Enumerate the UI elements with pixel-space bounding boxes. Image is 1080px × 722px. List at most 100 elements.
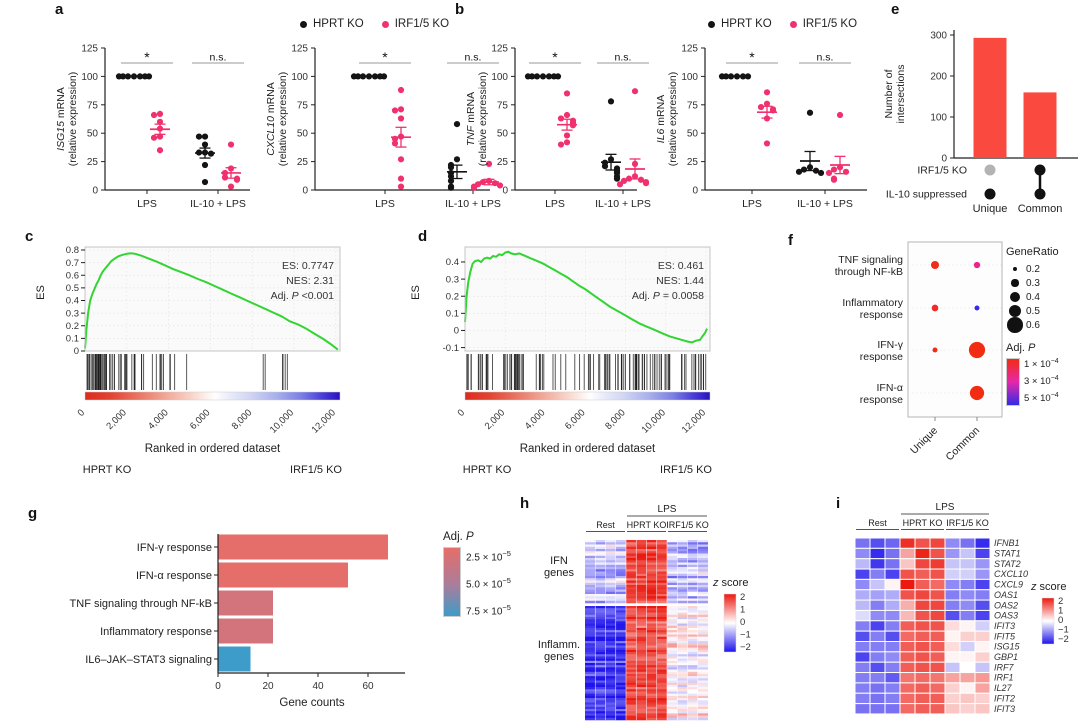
svg-text:Adj. P <0.001: Adj. P <0.001 (271, 290, 335, 302)
legend-a: HPRT KO IRF1/5 KO (300, 18, 449, 30)
svg-text:through NF-kB: through NF-kB (835, 266, 903, 278)
svg-text:6,000: 6,000 (563, 407, 588, 432)
svg-text:200: 200 (930, 72, 947, 83)
svg-text:125: 125 (681, 44, 698, 55)
svg-text:75: 75 (497, 100, 509, 111)
svg-text:STAT2: STAT2 (994, 559, 1021, 569)
svg-text:intersections: intersections (895, 65, 907, 124)
svg-text:IRF1/5 KO: IRF1/5 KO (917, 165, 967, 177)
svg-text:Ranked in ordered dataset: Ranked in ordered dataset (145, 443, 281, 455)
svg-text:0: 0 (302, 186, 308, 197)
g-colorbar (443, 547, 461, 617)
svg-text:genes: genes (544, 567, 574, 579)
svg-text:8,000: 8,000 (603, 407, 628, 432)
legend-a-irf: IRF1/5 KO (381, 18, 449, 30)
svg-text:LPS: LPS (137, 198, 157, 210)
svg-text:0: 0 (692, 186, 698, 197)
svg-text:IL-10 + LPS: IL-10 + LPS (445, 198, 501, 210)
svg-text:IRF1/5 KO: IRF1/5 KO (660, 464, 712, 476)
svg-text:1: 1 (1058, 606, 1063, 617)
svg-text:300: 300 (930, 31, 947, 42)
svg-text:60: 60 (362, 681, 374, 692)
svg-text:0.8: 0.8 (66, 245, 79, 256)
svg-text:IRF1/5 KO: IRF1/5 KO (290, 464, 342, 476)
legend-a-hprt: HPRT KO (300, 18, 364, 30)
svg-text:12,000: 12,000 (310, 407, 338, 435)
svg-text:Inflammatory: Inflammatory (842, 297, 903, 309)
svg-text:0: 0 (1058, 615, 1063, 626)
svg-text:2,000: 2,000 (483, 407, 508, 432)
svg-text:Adj. P = 0.0058: Adj. P = 0.0058 (632, 290, 704, 302)
svg-text:0.4: 0.4 (66, 296, 79, 307)
svg-text:HPRT KO: HPRT KO (627, 520, 667, 530)
svg-text:IFN-α: IFN-α (877, 382, 903, 394)
svg-text:0: 0 (502, 186, 508, 197)
g-legend-title-prefix: Adj. (443, 531, 467, 543)
svg-text:(relative expression): (relative expression) (667, 72, 679, 167)
svg-text:IFIT2: IFIT2 (994, 693, 1015, 703)
svg-text:genes: genes (544, 651, 574, 663)
g-legend-title-italic: P (466, 531, 474, 543)
svg-text:ES: ES (410, 285, 422, 300)
adjp-tick: 2.5 × 10−5 (466, 549, 511, 564)
svg-text:LPS: LPS (742, 198, 762, 210)
svg-text:response: response (860, 351, 903, 363)
chart-a1-svg: 0 25 50 75 100 125 LPS IL-10 + LPS ISG15 mRNA (re… (55, 44, 250, 210)
hprt-dot-icon (300, 20, 307, 28)
svg-text:(relative expression): (relative expression) (477, 72, 489, 167)
svg-text:ES: 0.7747: ES: 0.7747 (282, 260, 334, 272)
svg-text:100: 100 (681, 72, 698, 83)
svg-text:IL6–JAK–STAT3 signaling: IL6–JAK–STAT3 signaling (85, 654, 212, 666)
f-colorbar-ticks: 1 × 10−4 3 × 10−4 5 × 10−4 (1024, 358, 1059, 404)
svg-text:IFN: IFN (550, 555, 568, 567)
svg-text:75: 75 (687, 100, 699, 111)
svg-text:GBP1: GBP1 (994, 652, 1018, 662)
chart-g-svg: IFN-γ response IFN-α response TNF signalin… (70, 534, 405, 709)
svg-text:HPRT KO: HPRT KO (903, 518, 943, 528)
adjp-tick: 7.5 × 10−5 (466, 602, 511, 617)
svg-text:125: 125 (81, 44, 98, 55)
f-adjp-title: Adj. P (1006, 342, 1080, 354)
svg-text:20: 20 (262, 681, 274, 692)
svg-text:IL-10 + LPS: IL-10 + LPS (595, 198, 651, 210)
svg-text:0.2: 0.2 (446, 291, 459, 302)
svg-text:IL-10 + LPS: IL-10 + LPS (190, 198, 246, 210)
svg-text:NES: 1.44: NES: 1.44 (656, 275, 704, 287)
chart-e-svg: Number of intersections 0 100 200 300 IRF1/5 K… (883, 30, 1078, 215)
svg-text:HPRT KO: HPRT KO (463, 464, 512, 476)
svg-text:IRF7: IRF7 (994, 662, 1014, 672)
svg-text:50: 50 (497, 129, 509, 140)
irf-dot-icon (789, 20, 797, 28)
legend-b-irf: IRF1/5 KO (789, 18, 857, 30)
gsea-curve (464, 250, 708, 344)
svg-text:25: 25 (687, 157, 699, 168)
svg-text:IFNB1: IFNB1 (994, 538, 1020, 548)
irf-dot-icon (381, 20, 389, 28)
f-adjp-title-italic: P (1028, 342, 1036, 354)
svg-text:Common: Common (944, 425, 983, 464)
svg-text:LPS: LPS (545, 198, 565, 210)
svg-text:0.2: 0.2 (66, 321, 79, 332)
f-adjp-title-prefix: Adj. (1006, 342, 1029, 354)
g-legend-title: Adj. P (443, 531, 533, 543)
svg-text:Inflamm.: Inflamm. (538, 639, 580, 651)
generatio-legend-row: 0.2 (1006, 262, 1080, 276)
svg-text:50: 50 (297, 129, 309, 140)
svg-text:40: 40 (312, 681, 324, 692)
svg-text:IL6 mRNA: IL6 mRNA (655, 95, 667, 143)
legend-b-hprt: HPRT KO (708, 18, 772, 30)
svg-text:*: * (749, 49, 755, 65)
svg-text:*: * (382, 49, 388, 65)
svg-text:25: 25 (297, 157, 309, 168)
svg-text:Inflammatory response: Inflammatory response (100, 626, 212, 638)
svg-text:(relative expression): (relative expression) (277, 72, 289, 167)
svg-text:ES: 0.461: ES: 0.461 (658, 260, 704, 272)
svg-text:1: 1 (740, 605, 745, 616)
svg-text:100: 100 (81, 72, 98, 83)
svg-text:IRF1/5 KO: IRF1/5 KO (946, 518, 989, 528)
svg-text:100: 100 (291, 72, 308, 83)
svg-text:IL-10 + LPS: IL-10 + LPS (797, 198, 853, 210)
svg-text:10,000: 10,000 (640, 407, 668, 435)
